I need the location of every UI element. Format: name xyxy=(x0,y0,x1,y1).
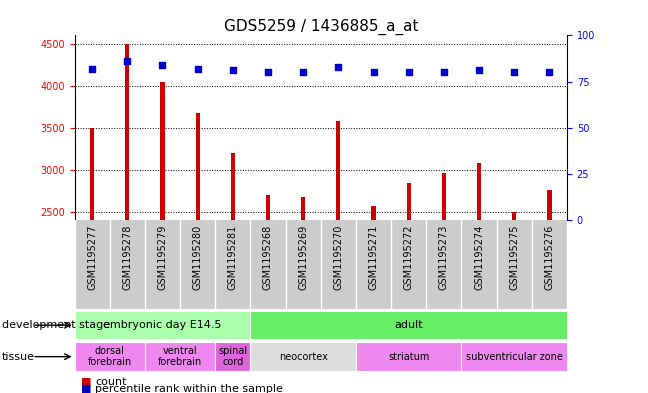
Text: ventral
forebrain: ventral forebrain xyxy=(158,346,202,367)
Bar xyxy=(548,190,551,220)
Bar xyxy=(442,173,446,220)
Bar xyxy=(75,311,250,339)
Bar xyxy=(406,183,411,220)
Text: GSM1195276: GSM1195276 xyxy=(544,224,555,290)
Text: development stage: development stage xyxy=(2,320,110,330)
Point xyxy=(192,66,203,72)
Bar xyxy=(356,342,461,371)
Text: GSM1195281: GSM1195281 xyxy=(228,224,238,290)
Bar xyxy=(250,342,356,371)
Text: GSM1195274: GSM1195274 xyxy=(474,224,484,290)
Point xyxy=(227,67,238,73)
Text: GSM1195279: GSM1195279 xyxy=(157,224,167,290)
Text: percentile rank within the sample: percentile rank within the sample xyxy=(95,384,283,393)
Text: GSM1195277: GSM1195277 xyxy=(87,224,97,290)
Text: ■: ■ xyxy=(81,384,91,393)
Bar xyxy=(336,121,340,220)
Text: GSM1195273: GSM1195273 xyxy=(439,224,449,290)
Text: GSM1195280: GSM1195280 xyxy=(192,224,203,290)
Text: spinal
cord: spinal cord xyxy=(218,346,248,367)
Text: ■: ■ xyxy=(81,377,91,387)
Bar xyxy=(90,128,94,220)
Bar xyxy=(266,195,270,220)
Text: subventricular zone: subventricular zone xyxy=(466,352,562,362)
Point xyxy=(263,69,273,75)
Text: GSM1195269: GSM1195269 xyxy=(298,224,308,290)
Point xyxy=(87,66,97,72)
Bar xyxy=(125,44,130,220)
Text: embryonic day E14.5: embryonic day E14.5 xyxy=(103,320,222,330)
Point xyxy=(157,62,168,68)
Point xyxy=(298,69,308,75)
Bar xyxy=(160,82,165,220)
Bar xyxy=(250,311,567,339)
Point xyxy=(439,69,449,75)
Text: count: count xyxy=(95,377,127,387)
Bar xyxy=(512,212,516,220)
Text: GSM1195275: GSM1195275 xyxy=(509,224,519,290)
Text: GSM1195270: GSM1195270 xyxy=(333,224,343,290)
Bar xyxy=(145,342,215,371)
Text: neocortex: neocortex xyxy=(279,352,328,362)
Bar xyxy=(75,342,145,371)
Bar xyxy=(461,342,567,371)
Text: striatum: striatum xyxy=(388,352,430,362)
Point xyxy=(474,67,484,73)
Text: GSM1195272: GSM1195272 xyxy=(404,224,413,290)
Bar xyxy=(371,206,376,220)
Title: GDS5259 / 1436885_a_at: GDS5259 / 1436885_a_at xyxy=(224,19,418,35)
Text: dorsal
forebrain: dorsal forebrain xyxy=(87,346,132,367)
Bar xyxy=(301,196,305,220)
Point xyxy=(368,69,378,75)
Text: GSM1195268: GSM1195268 xyxy=(263,224,273,290)
Bar xyxy=(196,113,200,220)
Point xyxy=(122,58,132,64)
Bar xyxy=(215,342,250,371)
Bar xyxy=(477,163,481,220)
Text: GSM1195278: GSM1195278 xyxy=(122,224,132,290)
Text: tissue: tissue xyxy=(2,352,35,362)
Point xyxy=(333,64,343,70)
Point xyxy=(404,69,414,75)
Point xyxy=(509,69,520,75)
Point xyxy=(544,69,555,75)
Text: GSM1195271: GSM1195271 xyxy=(369,224,378,290)
Bar xyxy=(231,153,235,220)
Text: adult: adult xyxy=(395,320,423,330)
